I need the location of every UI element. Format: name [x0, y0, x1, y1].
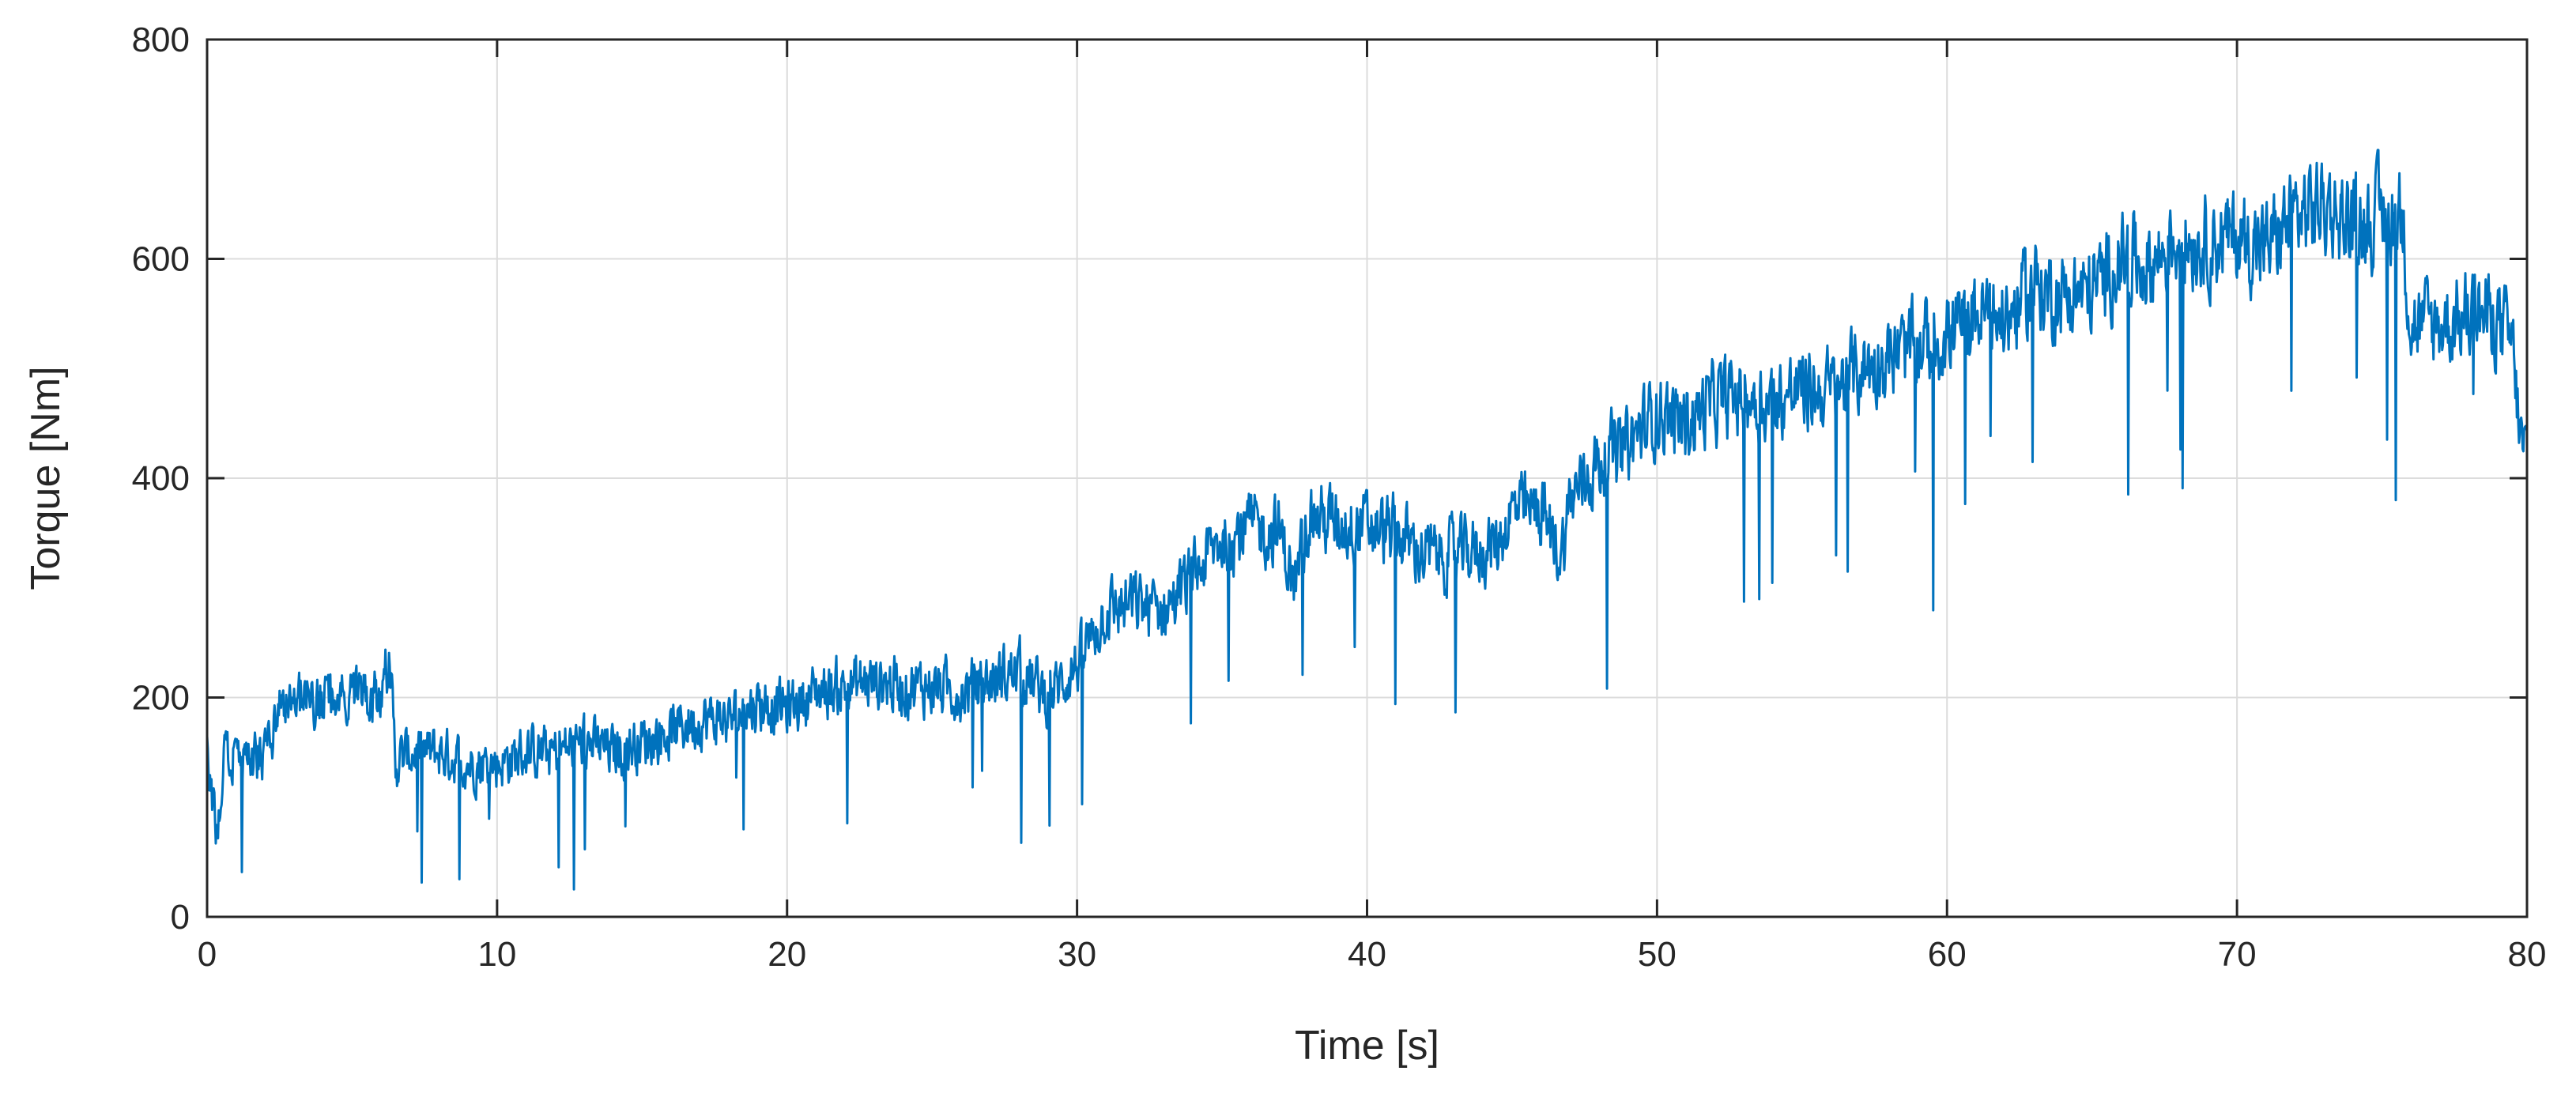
x-tick-label: 20 — [768, 935, 806, 974]
series-layer — [206, 149, 2529, 891]
y-axis-label: Torque [Nm] — [23, 366, 69, 590]
x-tick-label: 30 — [1058, 935, 1096, 974]
x-axis-label: Time [s] — [1295, 1023, 1439, 1069]
y-tick-label: 600 — [132, 240, 190, 279]
x-tick-label: 70 — [2218, 935, 2257, 974]
grid — [207, 40, 2527, 917]
x-tick-label: 80 — [2508, 935, 2547, 974]
x-tick-label: 0 — [198, 935, 217, 974]
x-tick-label: 40 — [1348, 935, 1386, 974]
x-tick-label: 50 — [1638, 935, 1676, 974]
x-tick-label: 60 — [1928, 935, 1967, 974]
y-tick-label: 200 — [132, 679, 190, 718]
y-tick-label: 400 — [132, 459, 190, 498]
x-tick-label: 10 — [477, 935, 516, 974]
y-tick-label: 0 — [171, 898, 190, 937]
y-tick-label: 800 — [132, 21, 190, 59]
torque-series-line — [206, 149, 2529, 891]
